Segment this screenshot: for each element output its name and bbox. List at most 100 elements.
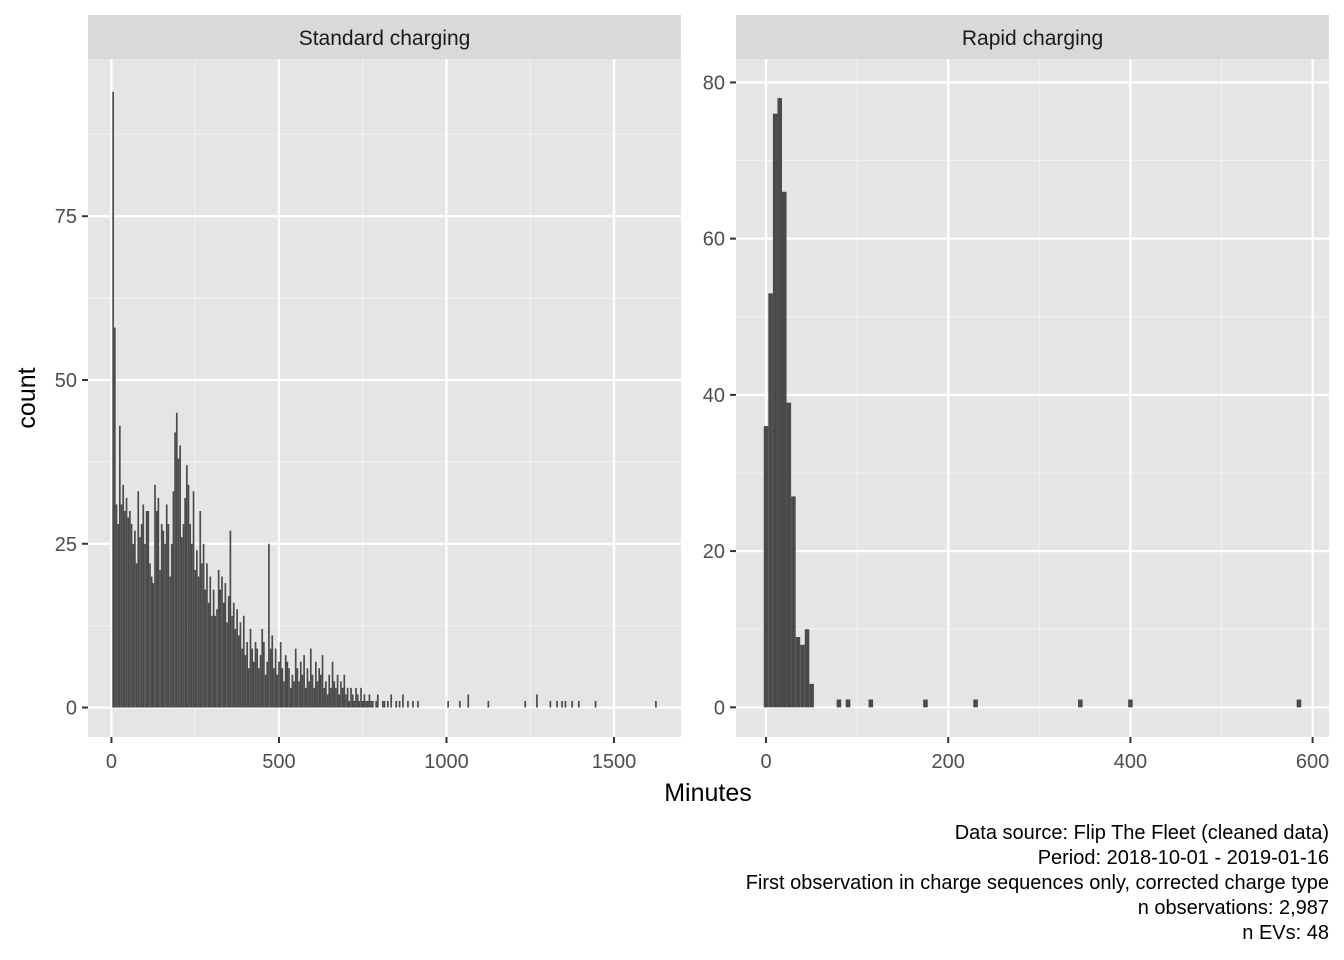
histogram-bar <box>263 642 265 708</box>
histogram-bars <box>112 91 657 708</box>
histogram-bar <box>256 648 259 708</box>
histogram-bar <box>276 674 279 708</box>
histogram-bar <box>318 668 321 708</box>
histogram-bar <box>1128 699 1133 708</box>
histogram-bar <box>216 609 218 708</box>
histogram-bar <box>258 668 260 708</box>
histogram-bar <box>390 694 393 708</box>
histogram-bar <box>170 543 173 708</box>
histogram-bar <box>289 687 292 708</box>
histogram-bar <box>247 668 250 708</box>
histogram-bar <box>772 113 778 708</box>
histogram-bar <box>301 674 304 708</box>
histogram-bar <box>370 700 372 708</box>
histogram-bar <box>241 648 243 708</box>
histogram-bar <box>244 655 247 708</box>
y-axis-title: count <box>13 367 41 428</box>
histogram-bar <box>155 511 158 708</box>
histogram-bar <box>407 700 409 708</box>
histogram-bar <box>288 668 290 708</box>
histogram-bar <box>214 615 217 708</box>
histogram-bar <box>278 661 280 708</box>
histogram-bar <box>398 700 401 708</box>
histogram-bar <box>157 497 160 708</box>
histogram-bar <box>251 648 254 708</box>
x-tick-label: 500 <box>262 751 295 773</box>
histogram-bar <box>376 694 379 708</box>
x-tick-label: 600 <box>1296 751 1329 773</box>
histogram-bar <box>169 576 171 708</box>
histogram-bar <box>286 661 289 708</box>
histogram-bar <box>165 504 168 708</box>
x-axis-title: Minutes <box>664 779 752 807</box>
histogram-bar <box>246 642 248 708</box>
histogram-bar <box>549 700 552 708</box>
histogram-bar <box>350 687 352 708</box>
histogram-bar <box>202 543 205 708</box>
histogram-bar <box>381 700 384 708</box>
histogram-bar <box>269 648 272 708</box>
histogram-bar <box>417 700 419 708</box>
histogram-bar <box>118 425 121 708</box>
histogram-bar <box>795 637 801 708</box>
histogram-bar <box>174 432 176 708</box>
histogram-bar <box>239 622 242 708</box>
histogram-bar <box>140 524 143 708</box>
histogram-bar <box>1078 699 1083 708</box>
histogram-bar <box>147 511 150 708</box>
histogram-bar <box>124 511 126 708</box>
x-axis: 0 500 1000 1500 <box>106 737 636 773</box>
histogram-bar <box>186 465 188 708</box>
histogram-bar <box>291 674 294 708</box>
histogram-bar <box>191 543 193 708</box>
histogram-bar <box>341 687 344 708</box>
histogram-bar <box>249 628 252 708</box>
histogram-bar <box>298 681 300 708</box>
histogram-bar <box>383 700 386 708</box>
histogram-bar <box>556 700 558 708</box>
histogram-bar <box>338 694 341 708</box>
histogram-bar <box>777 98 782 708</box>
histogram-bar <box>320 674 322 708</box>
histogram-bar <box>467 694 470 708</box>
panel-rapid: Rapid charging 0 20 40 60 80 0 200 400 600 <box>703 15 1329 773</box>
histogram-bar <box>309 648 312 708</box>
histogram-bar <box>192 491 195 708</box>
histogram-bar <box>366 700 369 708</box>
histogram-bar <box>273 668 275 708</box>
histogram-bar <box>412 700 414 708</box>
x-tick-label: 1000 <box>424 751 469 773</box>
histogram-bars <box>763 98 1302 708</box>
histogram-bar <box>274 648 277 708</box>
histogram-bar <box>159 569 161 708</box>
histogram-bar <box>368 694 371 708</box>
histogram-bar <box>804 629 810 708</box>
histogram-bar <box>175 412 178 708</box>
histogram-bar <box>321 655 324 708</box>
histogram-bar <box>313 687 315 708</box>
histogram-bar <box>209 576 212 708</box>
histogram-bar <box>120 504 123 708</box>
histogram-bar <box>199 511 202 708</box>
histogram-bar <box>577 700 580 708</box>
histogram-bar <box>371 700 374 708</box>
histogram-bar <box>361 700 364 708</box>
histogram-bar <box>259 655 262 708</box>
histogram-bar <box>325 681 327 708</box>
histogram-bar <box>330 687 332 708</box>
histogram-bar <box>293 681 295 708</box>
strip-background <box>736 15 1329 59</box>
histogram-bar <box>447 700 449 708</box>
histogram-bar <box>328 674 331 708</box>
panel-background <box>736 59 1329 737</box>
histogram-bar <box>189 524 192 708</box>
histogram-bar <box>132 543 135 708</box>
y-tick-label: 75 <box>55 206 77 228</box>
histogram-bar <box>791 496 796 708</box>
histogram-bar <box>868 699 874 708</box>
histogram-bar <box>242 615 245 708</box>
grid-lines <box>736 59 1329 737</box>
y-tick-label: 60 <box>703 229 725 251</box>
histogram-bar <box>284 655 287 708</box>
histogram-bar <box>303 655 305 708</box>
